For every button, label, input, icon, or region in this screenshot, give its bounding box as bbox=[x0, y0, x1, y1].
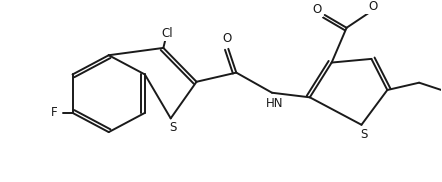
Text: O: O bbox=[223, 32, 232, 45]
Text: O: O bbox=[369, 0, 378, 13]
Text: F: F bbox=[51, 106, 58, 119]
Text: O: O bbox=[312, 3, 321, 16]
Text: S: S bbox=[360, 128, 367, 141]
Text: HN: HN bbox=[266, 97, 284, 110]
Text: Cl: Cl bbox=[161, 27, 173, 40]
Text: S: S bbox=[169, 121, 176, 134]
